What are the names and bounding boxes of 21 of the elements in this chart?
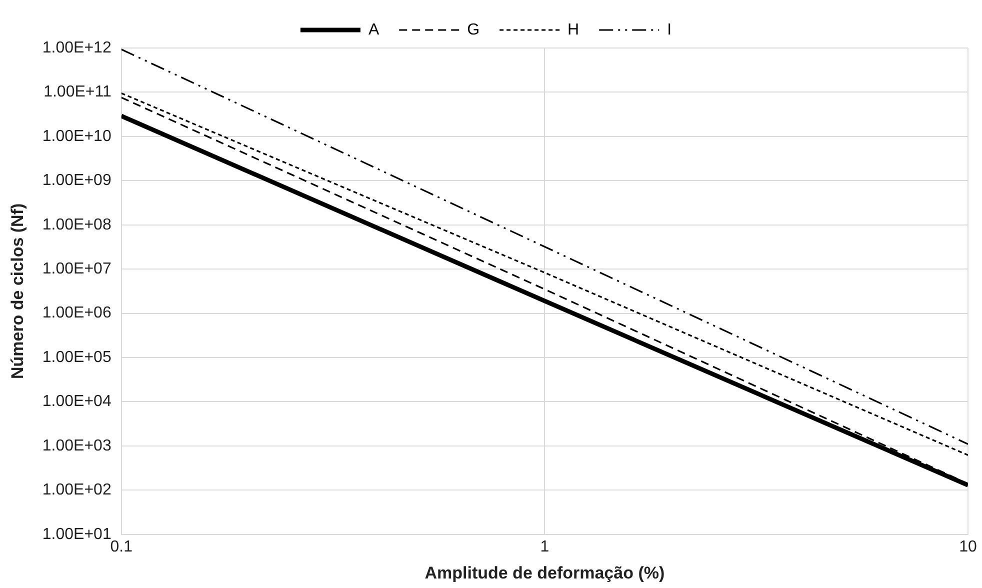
x-tick-label: 10 <box>959 538 977 556</box>
y-tick-label: 1.00E+05 <box>42 348 112 366</box>
x-tick-label: 0.1 <box>110 538 133 556</box>
legend-label: G <box>467 21 480 38</box>
legend-label: I <box>667 21 672 38</box>
y-tick-label: 1.00E+09 <box>42 172 112 190</box>
y-tick-label: 1.00E+08 <box>42 216 112 234</box>
legend-label: A <box>368 21 380 38</box>
y-axis-title: Número de ciclos (Nf) <box>8 203 27 380</box>
y-tick-label: 1.00E+02 <box>42 482 112 499</box>
y-tick-label: 1.00E+11 <box>44 84 112 101</box>
legend-label: H <box>568 21 580 38</box>
y-tick-label: 1.00E+06 <box>42 304 112 322</box>
y-tick-label: 1.00E+10 <box>42 128 112 145</box>
x-axis-title: Amplitude de deformação (%) <box>424 563 665 582</box>
y-tick-label: 1.00E+01 <box>42 526 112 543</box>
y-tick-label: 1.00E+12 <box>42 39 112 56</box>
y-tick-label: 1.00E+04 <box>42 393 112 410</box>
x-tick-label: 1 <box>540 538 550 556</box>
y-tick-label: 1.00E+03 <box>42 437 112 454</box>
y-tick-label: 1.00E+07 <box>42 260 112 278</box>
